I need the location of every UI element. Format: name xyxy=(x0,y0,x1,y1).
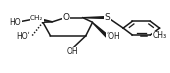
Text: HO: HO xyxy=(10,18,21,27)
Polygon shape xyxy=(82,17,108,18)
Text: ʹOH: ʹOH xyxy=(106,32,120,41)
Polygon shape xyxy=(92,22,109,37)
Text: CH₃: CH₃ xyxy=(152,31,167,41)
Text: S: S xyxy=(105,13,110,22)
Text: CH₂: CH₂ xyxy=(30,15,43,21)
Polygon shape xyxy=(35,18,52,22)
Text: OH: OH xyxy=(66,47,78,56)
Text: HOʹ: HOʹ xyxy=(16,32,30,41)
Text: O: O xyxy=(62,13,69,22)
